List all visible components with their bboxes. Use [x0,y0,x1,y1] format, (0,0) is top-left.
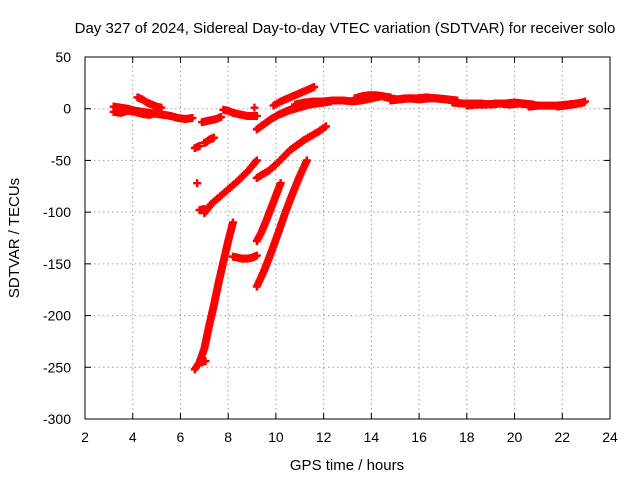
series-track-28 [553,97,589,111]
series-track-4 [197,112,226,127]
series-track-13 [197,357,210,367]
series-track-2 [109,106,168,119]
x-tick-label: 8 [224,429,232,445]
y-tick-label: 0 [63,101,71,117]
data-point [217,112,226,121]
data-point [580,97,589,106]
x-tick-label: 22 [554,429,570,445]
data-point [209,133,218,142]
x-tick-label: 20 [507,429,523,445]
series-track-10 [200,156,261,218]
x-axis-title: GPS time / hours [290,457,404,474]
series-track-19 [269,82,319,110]
data-point [302,156,311,165]
series-track-6 [250,103,259,112]
x-tick-label: 24 [602,429,618,445]
data-point [157,103,166,112]
series-track-12 [190,218,237,374]
x-tick-label: 12 [316,429,332,445]
series-track-9 [193,179,202,188]
data-point [310,82,319,91]
y-tick-label: -300 [43,411,71,427]
series-track-14 [228,251,261,263]
series-track-15 [252,122,331,183]
y-tick-label: 50 [55,49,71,65]
series-track-17 [252,156,311,291]
series-track-16 [252,179,285,246]
y-tick-labels: -300 -250 -200 -150 -100 -50 0 50 [43,49,71,427]
y-tick-label: -150 [43,256,71,272]
data-point [193,179,202,188]
x-tick-label: 2 [81,429,89,445]
series-track-26 [462,98,538,110]
data-point [201,357,210,366]
data-point [276,179,285,188]
plot-frame [84,56,611,420]
data-point [195,141,204,150]
series-track-8 [200,133,218,147]
x-tick-labels: 2 4 6 8 10 12 14 16 18 20 22 24 [81,429,618,445]
x-tick-label: 4 [129,429,137,445]
y-axis-title: SDTVAR / TECUs [6,178,23,298]
y-tick-label: -100 [43,204,71,220]
data-point [200,205,209,214]
data-point [188,114,197,123]
data-markers [109,82,589,374]
series-track-7 [190,141,204,153]
data-point [228,218,237,227]
series-track-3 [133,93,166,112]
data-point [252,111,261,120]
x-tick-label: 6 [177,429,185,445]
x-tick-label: 10 [268,429,284,445]
x-tick-label: 14 [364,429,380,445]
data-point [159,110,168,119]
x-tick-label: 18 [459,429,475,445]
series-track-5 [219,105,261,120]
data-point [252,156,261,165]
chart-title: Day 327 of 2024, Sidereal Day-to-day VTE… [75,20,616,37]
data-point [250,103,259,112]
x-tick-label: 16 [411,429,427,445]
y-tick-label: -250 [43,359,71,375]
y-tick-label: -50 [51,152,71,168]
data-point [322,122,331,131]
data-point [252,251,261,260]
y-tick-label: -200 [43,308,71,324]
series-track-11 [195,205,209,215]
